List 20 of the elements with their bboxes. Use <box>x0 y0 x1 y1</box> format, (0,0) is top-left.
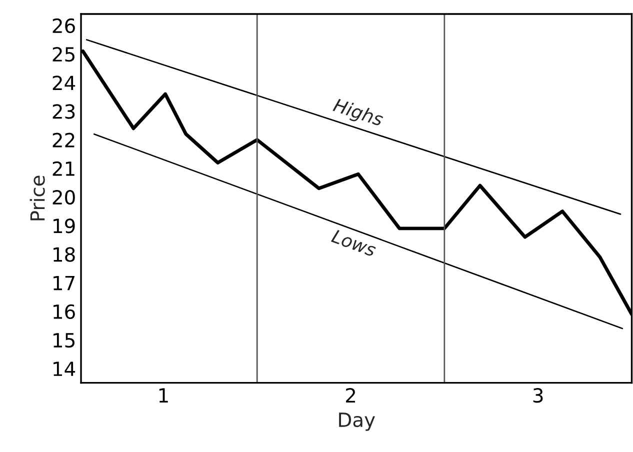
y-tick-label: 24 <box>52 76 76 90</box>
y-tick-label: 25 <box>52 46 74 62</box>
y-tick-label: 17 <box>54 276 74 290</box>
y-tick-label: 19 <box>54 218 75 234</box>
y-tick-label: 14 <box>54 362 76 376</box>
x-tick-label: 2 <box>346 388 355 402</box>
text: Highs <box>331 98 384 130</box>
text: Lows <box>330 229 378 258</box>
x-tick-label: 3 <box>533 388 543 403</box>
y-tick-label: 15 <box>54 333 74 348</box>
y-tick-label: 16 <box>54 304 75 320</box>
y-tick-label: 18 <box>54 247 75 262</box>
y-tick-label: 26 <box>52 18 75 34</box>
x-tick-label: 1 <box>159 388 168 402</box>
y-tick-label: 21 <box>52 161 74 176</box>
y-tick-label: 20 <box>52 190 75 205</box>
y-tick-label: 22 <box>52 132 74 148</box>
y-axis-title: Price <box>30 176 45 220</box>
y-tick-label: 23 <box>52 104 75 119</box>
x-axis-title: Day <box>339 412 375 431</box>
